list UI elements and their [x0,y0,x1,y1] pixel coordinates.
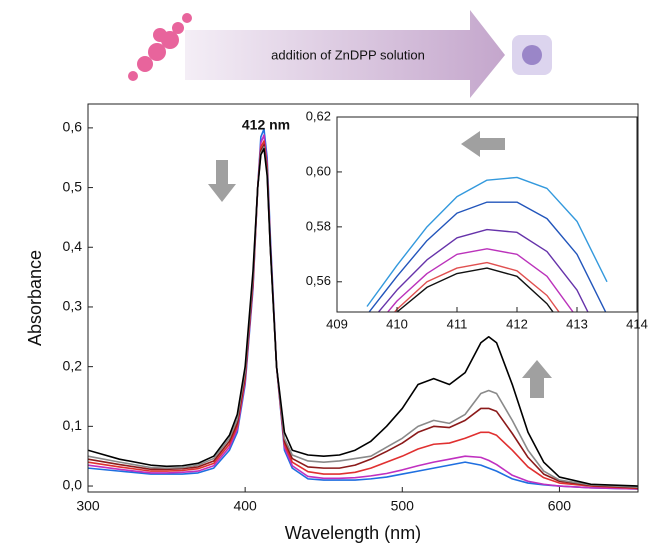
spectrum-line [88,147,638,487]
y-tick-label: 0,3 [63,298,83,314]
x-tick-label: 500 [391,498,415,514]
y-tick-label: 0,5 [63,178,83,194]
x-tick-label: 409 [326,316,348,331]
x-tick-label: 300 [76,498,100,514]
series-group [88,128,638,490]
x-tick-label: 411 [447,316,468,331]
x-axis-label: Wavelength (nm) [285,523,421,543]
y-tick-label: 0,2 [63,357,83,373]
y-tick-label: 0,6 [63,119,83,135]
y-tick-label: 0,0 [63,477,83,493]
x-tick-label: 412 [506,316,528,331]
y-tick-label: 0,4 [63,238,83,254]
spectrum-line [366,176,608,307]
spectrum-line [368,201,607,312]
spectrum-line [88,140,638,490]
x-tick-label: 414 [626,316,648,331]
spectrum-line [396,267,554,312]
x-tick-label: 600 [548,498,572,514]
x-tick-label: 400 [233,498,257,514]
y-tick-label: 0,62 [306,108,331,123]
y-tick-label: 0,56 [306,273,331,288]
spectrum-line [88,128,638,490]
series-group [366,176,608,312]
x-tick-label: 413 [566,316,588,331]
spectrum-line [88,143,638,489]
plots: 300 400 500 600 0,0 0,1 0,2 0,3 0,4 0,5 0,6 Wavelen… [25,103,648,543]
axis-frame [336,116,638,313]
molecule-icon [128,13,192,81]
spectrum-line [386,248,574,312]
axis-frame [87,103,639,493]
y-tick-label: 0,1 [63,417,83,433]
main-plot: 300 400 500 600 0,0 0,1 0,2 0,3 0,4 0,5 0,6 Wavelen… [25,103,639,543]
arrows [208,131,552,398]
peak-annotation: 412 nm [242,117,290,133]
spectrum-line [88,146,638,489]
banner: addition of ZnDPP solution [128,10,552,98]
cell-nucleus [522,45,542,65]
spectrum-line [88,134,638,490]
spectrum-line [393,261,560,312]
y-axis-label: Absorbance [25,250,45,346]
y-tick-label: 0,58 [306,218,331,233]
y-tick-label: 0,60 [306,163,331,178]
arrow-shape [185,10,505,98]
banner-text: addition of ZnDPP solution [271,47,425,62]
x-tick-label: 410 [386,316,408,331]
spectrum-line [377,228,589,312]
